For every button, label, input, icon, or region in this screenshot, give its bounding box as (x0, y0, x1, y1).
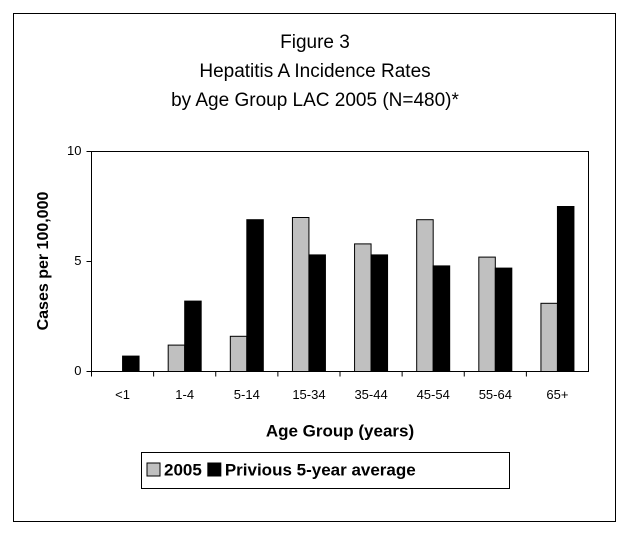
legend-label: Privious 5-year average (225, 460, 416, 479)
x-tick-label: 5-14 (234, 387, 260, 402)
y-tick-label: 10 (67, 143, 81, 158)
x-tick-label: 55-64 (479, 387, 512, 402)
x-tick-label: 15-34 (292, 387, 325, 402)
legend-box (141, 452, 510, 489)
bar (540, 302, 558, 372)
chart-title: Hepatitis A Incidence Rates (199, 61, 430, 82)
chart-title: Figure 3 (280, 32, 350, 53)
x-tick-label: 65+ (546, 387, 568, 402)
x-axis-label: Age Group (years) (266, 421, 414, 440)
bar (229, 335, 248, 372)
bar (308, 254, 326, 372)
bar (291, 217, 310, 372)
legend-label: 2005 (164, 460, 202, 479)
bar (494, 267, 513, 373)
bar (416, 219, 434, 372)
y-axis-label: Cases per 100,000 (35, 192, 52, 331)
bar (167, 344, 186, 373)
chart-title: by Age Group LAC 2005 (N=480)* (171, 90, 459, 111)
legend-swatch (207, 462, 222, 477)
x-tick-label: 45-54 (417, 387, 450, 402)
bar (246, 219, 264, 372)
bar (432, 265, 451, 372)
x-tick-label: <1 (115, 387, 130, 402)
bar (478, 256, 496, 373)
bar (556, 206, 575, 372)
y-tick-label: 5 (74, 253, 81, 268)
bar (184, 300, 202, 373)
bar (354, 243, 372, 372)
legend-swatch (146, 462, 161, 477)
y-tick-label: 0 (74, 363, 81, 378)
bar (122, 355, 140, 373)
x-tick-label: 35-44 (354, 387, 387, 402)
x-tick-label: 1-4 (175, 387, 194, 402)
bar (370, 254, 389, 372)
